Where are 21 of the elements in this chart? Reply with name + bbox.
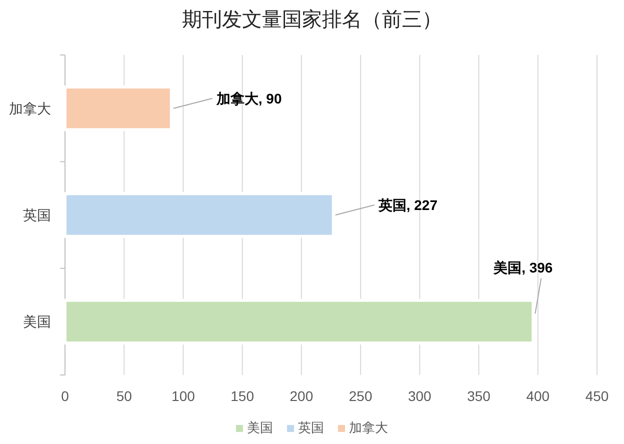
x-tick-label: 250 <box>348 388 372 404</box>
x-tick-label: 200 <box>290 388 314 404</box>
data-label: 英国, 227 <box>377 197 438 213</box>
x-tick-label: 400 <box>526 388 550 404</box>
x-tick-label: 450 <box>585 388 609 404</box>
x-tick-label: 350 <box>467 388 491 404</box>
legend-label: 加拿大 <box>349 420 388 435</box>
x-tick-label: 100 <box>172 388 196 404</box>
y-tick-label: 美国 <box>23 314 51 330</box>
y-tick-label: 加拿大 <box>9 100 51 116</box>
data-label: 美国, 396 <box>492 259 553 276</box>
legend-label: 美国 <box>247 420 273 435</box>
y-tick-label: 英国 <box>23 207 51 223</box>
x-tick-label: 0 <box>61 388 70 404</box>
x-tick-label: 150 <box>230 388 254 404</box>
chart-title: 期刊发文量国家排名（前三） <box>182 9 442 31</box>
data-label: 加拿大, 90 <box>215 90 282 106</box>
legend-label: 英国 <box>298 420 324 435</box>
x-tick-label: 300 <box>408 388 432 404</box>
legend: 美国 英国 加拿大 <box>236 420 388 435</box>
x-tick-label: 50 <box>116 388 132 404</box>
